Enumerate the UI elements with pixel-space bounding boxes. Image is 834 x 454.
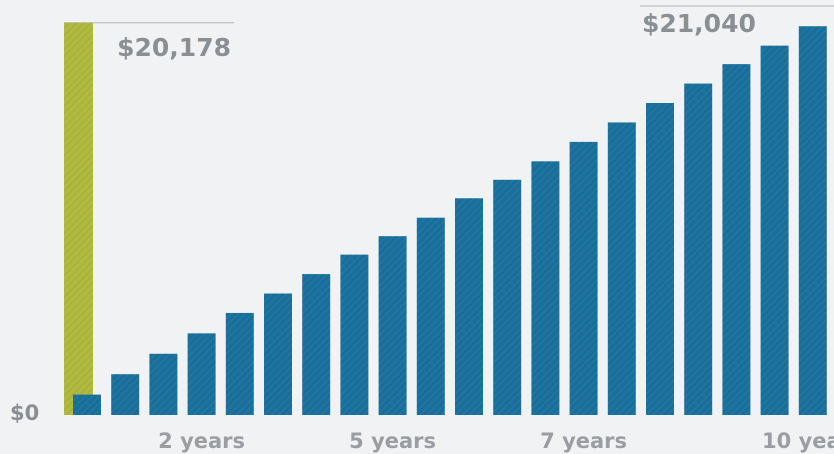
reference-bar [64,22,93,415]
series-bar [111,374,140,415]
x-tick-label: 2 years [158,429,245,453]
series-bar [187,333,216,415]
series-bar [264,293,292,415]
series-bar [225,312,254,415]
series-bar [684,83,713,416]
series-bar [760,45,789,416]
series-bar [302,274,331,415]
series-bar [73,394,101,415]
zero-label: $0 [10,401,39,425]
series-bar [416,217,445,415]
reference-value-label: $20,178 [117,33,231,62]
final-value-label: $21,040 [642,9,756,38]
series-bar [798,26,827,415]
x-tick-label: 5 years [349,429,436,453]
series-bar [531,161,560,415]
series-bar [646,103,674,415]
series-bar [455,198,483,415]
series-bar [378,236,407,415]
series-bar [722,64,751,415]
series-bar [149,353,178,415]
x-tick-label: 10 years [762,429,834,453]
series-bar [607,122,636,416]
series-bar [493,179,522,415]
series-bar [569,141,598,415]
x-tick-label: 7 years [540,429,627,453]
series-bar [340,254,369,415]
